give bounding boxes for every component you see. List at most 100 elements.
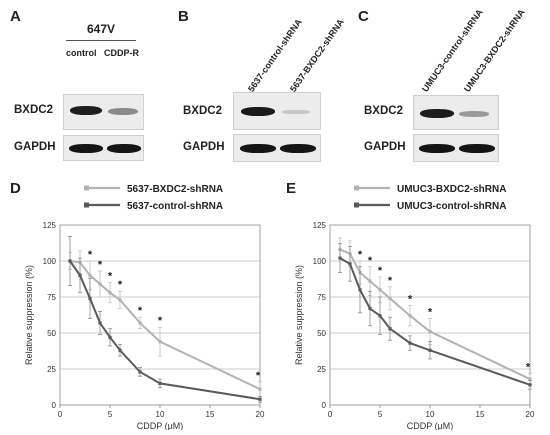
data-point: [108, 291, 112, 295]
western-blot-gapdh-b: [233, 134, 321, 162]
significance-marker: *: [256, 370, 261, 382]
x-tick-label: 0: [328, 410, 333, 419]
data-point: [98, 321, 102, 325]
data-point: [388, 327, 392, 331]
band-5637-control: [241, 107, 275, 116]
y-tick-label: 50: [317, 329, 326, 338]
x-tick-label: 15: [476, 410, 485, 419]
band-gapdh-b2: [280, 144, 316, 153]
band-5637-bxdc2: [282, 110, 310, 114]
significance-marker: *: [368, 255, 373, 267]
data-point: [78, 273, 82, 277]
data-point: [428, 348, 432, 352]
data-point: [378, 288, 382, 292]
plot-area: [59, 224, 261, 406]
data-point: [258, 397, 262, 401]
data-point: [378, 314, 382, 318]
significance-marker: *: [88, 249, 93, 261]
protein-label-bxdc2-b: BXDC2: [183, 105, 222, 117]
data-point: [408, 341, 412, 345]
panel-c-letter: C: [358, 8, 369, 25]
band-gapdh-b1: [240, 144, 276, 153]
data-point: [88, 296, 92, 301]
suppression-chart-d: 0 25 50 75 100 125 0 5 10 15 20 CDDP (μM) Relative s…: [24, 184, 265, 430]
x-tick-label: 20: [256, 410, 265, 419]
cell-line-label: 647V: [87, 22, 116, 36]
y-tick-label: 75: [47, 293, 56, 302]
legend-label: 5637-BXDC2-shRNA: [127, 184, 223, 195]
lane-label-control: control: [66, 48, 97, 58]
data-point: [138, 370, 142, 374]
y-tick-label: 75: [317, 293, 326, 302]
data-point: [528, 377, 532, 381]
protein-label-gapdh-a: GAPDH: [14, 141, 56, 153]
lane-label-cddp-r: CDDP-R: [104, 48, 139, 58]
significance-marker: *: [408, 294, 413, 306]
y-tick-label: 100: [43, 257, 57, 266]
significance-marker: *: [108, 271, 113, 283]
band-gapdh-1: [69, 144, 103, 153]
data-point: [358, 288, 362, 292]
data-point: [348, 262, 352, 266]
data-point: [98, 282, 102, 286]
panel-a-letter: A: [10, 8, 21, 25]
significance-marker: *: [358, 249, 363, 261]
y-tick-label: 25: [47, 365, 56, 374]
data-point: [368, 279, 372, 283]
x-tick-label: 5: [108, 410, 113, 419]
data-point: [88, 273, 92, 277]
significance-marker: *: [388, 275, 393, 287]
data-point: [68, 259, 72, 263]
legend-marker: [84, 202, 89, 208]
suppression-chart-e: 0 25 50 75 100 125 0 5 10 15 20 CDDP (μM) Relative s…: [294, 184, 535, 430]
x-tick-label: 20: [526, 410, 535, 419]
x-tick-label: 10: [426, 410, 435, 419]
legend-marker: [84, 185, 89, 191]
band-gapdh-2: [107, 144, 141, 153]
protein-label-gapdh-c: GAPDH: [364, 141, 406, 153]
panel-d-letter: D: [10, 180, 21, 197]
band-umuc3-bxdc2: [459, 111, 489, 117]
band-gapdh-c1: [419, 144, 455, 153]
protein-label-gapdh-b: GAPDH: [183, 141, 225, 153]
protein-label-bxdc2-a: BXDC2: [14, 104, 53, 116]
legend-label: UMUC3-BXDC2-shRNA: [397, 184, 506, 195]
x-axis-label: CDDP (μM): [137, 421, 184, 430]
y-axis-label: Relative suppression (%): [294, 265, 304, 365]
y-tick-label: 125: [43, 221, 57, 230]
data-point: [258, 387, 262, 391]
western-blot-gapdh-c: [413, 134, 499, 162]
x-axis-label: CDDP (μM): [407, 421, 454, 430]
legend-label: UMUC3-control-shRNA: [397, 201, 506, 212]
y-tick-label: 0: [52, 401, 57, 410]
data-point: [138, 321, 142, 325]
significance-marker: *: [526, 361, 531, 373]
x-tick-label: 10: [156, 410, 165, 419]
band-control: [70, 106, 102, 115]
legend-marker: [354, 185, 359, 191]
y-tick-label: 100: [313, 257, 327, 266]
band-umuc3-control: [420, 109, 454, 118]
data-point: [408, 314, 412, 318]
significance-marker: *: [118, 279, 123, 291]
data-point: [158, 340, 162, 344]
data-point: [528, 383, 532, 387]
protein-label-bxdc2-c: BXDC2: [364, 105, 403, 117]
data-point: [108, 335, 112, 339]
x-tick-label: 15: [206, 410, 215, 419]
plot-area: [329, 224, 531, 406]
data-point: [338, 256, 342, 260]
data-point: [158, 381, 162, 385]
cell-line-bracket: [66, 40, 136, 41]
data-point: [118, 348, 122, 352]
significance-marker: *: [428, 307, 433, 319]
data-point: [428, 329, 432, 334]
y-tick-label: 0: [322, 401, 327, 410]
panel-b-letter: B: [178, 8, 189, 25]
y-tick-label: 125: [313, 221, 327, 230]
significance-marker: *: [98, 259, 103, 271]
legend-marker: [354, 202, 359, 208]
band-cddp-r: [108, 108, 138, 115]
x-tick-label: 5: [378, 410, 383, 419]
western-blot-bxdc2-a: [63, 94, 144, 130]
